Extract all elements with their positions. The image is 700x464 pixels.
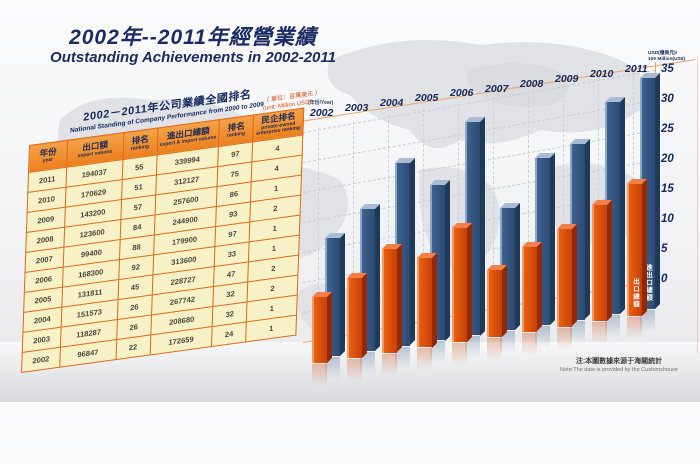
export-bar-2003-face bbox=[347, 277, 362, 358]
total-bar-2010-reflection bbox=[605, 315, 620, 342]
year-label-2010: 2010 bbox=[590, 67, 614, 80]
export-bar-2007-side-face bbox=[502, 264, 507, 337]
year-label-2011: 2011 bbox=[625, 62, 648, 75]
export-bar-2004 bbox=[382, 244, 402, 353]
total-bar-2010-side-face bbox=[620, 97, 625, 315]
export-bar-2006 bbox=[452, 222, 472, 343]
total-bar-2011-side-face bbox=[655, 73, 660, 310]
total-bar-2006-reflection bbox=[465, 336, 480, 363]
total-bar-2005-reflection bbox=[430, 341, 445, 368]
year-label-2005: 2005 bbox=[415, 92, 439, 105]
year-label-2009: 2009 bbox=[555, 72, 579, 85]
export-bar-2006-face bbox=[452, 227, 467, 343]
export-bar-2002 bbox=[312, 292, 332, 363]
year-label-2008: 2008 bbox=[520, 77, 544, 90]
year-label-2002: 2002 bbox=[310, 107, 334, 119]
y-tick-label: 20 bbox=[661, 153, 674, 165]
export-bar-2008-side-face bbox=[537, 242, 542, 332]
year-label-2004: 2004 bbox=[380, 97, 404, 110]
footnote-cn: 注:本圖數據來源于海關統計 bbox=[575, 358, 663, 365]
y-axis-unit-line2: 100 Million(US$) bbox=[648, 56, 686, 62]
page-title-en: Outstanding Achievements in 2002-2011 bbox=[50, 49, 336, 67]
y-axis-unit-label: USD(億美元)/ 100 Million(US$) bbox=[648, 51, 700, 63]
y-tick-label: 0 bbox=[661, 273, 668, 285]
y-axis-unit-line1: USD(億美元)/ bbox=[648, 51, 678, 56]
export-bar-2009-reflection bbox=[557, 327, 572, 354]
export-bar-2003-reflection bbox=[347, 358, 362, 385]
export-bar-2010-reflection bbox=[592, 322, 607, 349]
export-bar-2006-reflection bbox=[452, 343, 467, 370]
table-cell: 22 bbox=[115, 334, 151, 360]
export-bar-2003-side-face bbox=[362, 272, 367, 358]
export-bar-2004-face bbox=[382, 249, 397, 353]
y-tick-label: 30 bbox=[661, 93, 674, 105]
total-bar-2003-side-face bbox=[375, 203, 380, 351]
total-bar-2008-side-face bbox=[550, 153, 555, 325]
footnote: 注:本圖數據來源于海關統計 Note:The date is provided … bbox=[538, 356, 700, 373]
y-tick-label: 35 bbox=[661, 63, 674, 75]
total-bar-2008-reflection bbox=[535, 325, 550, 352]
export-bar-2002-side-face bbox=[327, 292, 332, 363]
export-bar-2002-reflection bbox=[312, 364, 327, 390]
y-tick-label: 5 bbox=[661, 243, 668, 255]
total-bar-2002-reflection bbox=[325, 357, 340, 383]
total-bar-2006-side-face bbox=[480, 116, 485, 336]
footnote-en: Note:The date is provided by the Customs… bbox=[560, 367, 678, 373]
export-bar-2011-face: 出口總額 bbox=[627, 184, 642, 317]
total-bar-2002-side-face bbox=[340, 233, 345, 356]
export-bar-2004-side-face bbox=[397, 244, 402, 353]
export-bar-2005-face bbox=[417, 257, 432, 348]
export-bar-2009 bbox=[557, 224, 577, 327]
total-bar-2003-reflection bbox=[360, 351, 375, 378]
export-bar-2003 bbox=[347, 272, 367, 358]
export-bar-2011-side-face bbox=[642, 179, 647, 317]
page-title-cn: 2002年--2011年經營業績 bbox=[69, 26, 317, 49]
export-bar-2005-reflection bbox=[417, 348, 432, 375]
year-label-2006: 2006 bbox=[450, 87, 474, 100]
chart-right-frame-line bbox=[697, 57, 698, 353]
ranking-table-body: 2011 194037 55 339994 97 4 2010 170629 51 312127 7… bbox=[21, 134, 303, 373]
export-bar-2008-reflection bbox=[522, 332, 537, 359]
export-bar-2010-face bbox=[592, 205, 607, 322]
total-bar-2007-side-face bbox=[515, 202, 520, 330]
y-tick-label: 25 bbox=[661, 123, 674, 135]
total-bar-2011-reflection bbox=[640, 310, 655, 337]
export-bar-2009-face bbox=[557, 229, 572, 327]
export-bar-2010-side-face bbox=[607, 200, 612, 322]
export-bar-2007-face bbox=[487, 269, 502, 337]
export-bar-2004-reflection bbox=[382, 353, 397, 380]
year-label-2003: 2003 bbox=[345, 102, 369, 115]
x-axis-label: (年份/Year) bbox=[308, 100, 334, 106]
total-bar-2004-side-face bbox=[410, 158, 415, 346]
export-bar-2008 bbox=[522, 242, 542, 332]
ranking-table-panel: 2002－2011年公司業績全國排名 National Standing of … bbox=[21, 78, 321, 373]
export-bar-2011: 出口總額 bbox=[627, 179, 647, 317]
total-series-label: 進出口總額 bbox=[644, 263, 652, 302]
export-bar-2005 bbox=[417, 252, 437, 348]
total-bar-2007-reflection bbox=[500, 331, 515, 357]
y-tick-label: 10 bbox=[661, 213, 674, 225]
export-bar-2008-face bbox=[522, 247, 537, 332]
export-bar-2005-side-face bbox=[432, 252, 437, 348]
page-title: 2002年--2011年經營業績 Outstanding Achievement… bbox=[38, 26, 348, 66]
export-bar-2009-side-face bbox=[572, 224, 577, 327]
table-cell: 24 bbox=[211, 321, 247, 347]
export-series-label: 出口總額 bbox=[631, 278, 639, 309]
total-bar-2004-reflection bbox=[395, 346, 410, 373]
export-bar-2010 bbox=[592, 200, 612, 322]
total-bar-2005-side-face bbox=[445, 179, 450, 341]
export-bar-2011-reflection bbox=[627, 317, 642, 344]
export-bar-2007-reflection bbox=[487, 338, 502, 364]
total-bar-2009-reflection bbox=[570, 320, 585, 347]
export-bar-2006-side-face bbox=[467, 222, 472, 343]
total-bar-2009-side-face bbox=[585, 139, 590, 320]
export-bar-2002-face bbox=[312, 297, 327, 363]
year-label-2007: 2007 bbox=[485, 82, 509, 95]
ranking-table: 年份 year 出口額 export volume 排名 ranking 進出口總額 expo… bbox=[21, 107, 304, 373]
export-bar-2007 bbox=[487, 264, 507, 337]
y-tick-label: 15 bbox=[661, 183, 674, 195]
